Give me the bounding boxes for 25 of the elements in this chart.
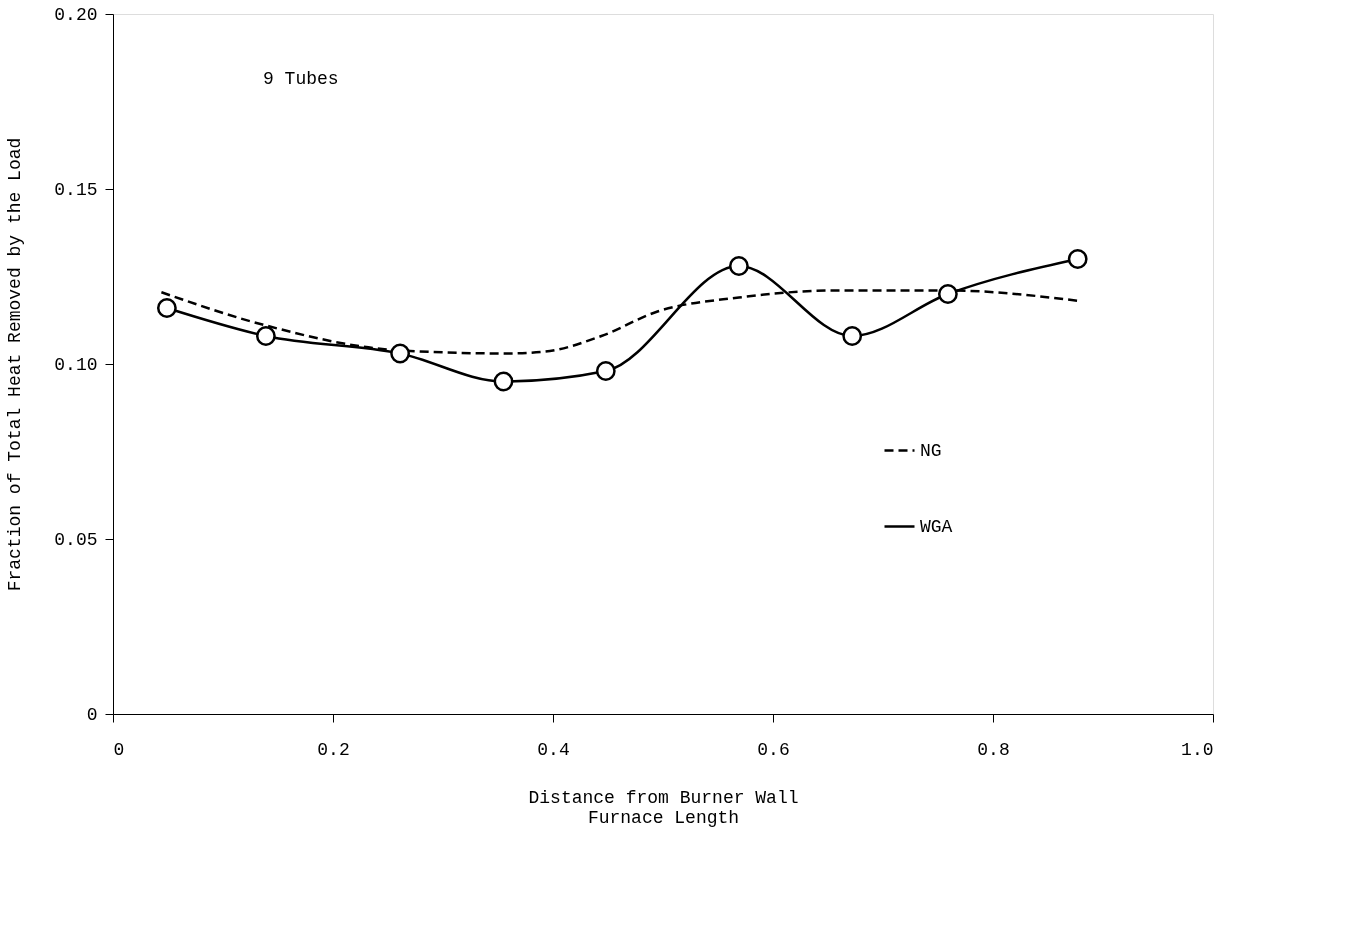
- x-tick-label: 1.0: [1181, 739, 1214, 760]
- y-tick-label: 0.05: [54, 529, 98, 550]
- y-tick-label: 0.20: [54, 4, 98, 25]
- x-tick-label: 0.2: [317, 739, 350, 760]
- point: [1067, 249, 1088, 269]
- y-tick-label: 0: [86, 704, 98, 725]
- point: [255, 326, 276, 346]
- point: [937, 284, 958, 304]
- point: [156, 298, 177, 318]
- legend-label: NG: [920, 440, 942, 461]
- x-tick-label: 0.8: [977, 739, 1010, 760]
- x-tick-label: 0.6: [757, 739, 790, 760]
- y-tick-label: 0.15: [54, 179, 98, 200]
- point: [728, 256, 749, 276]
- annotation: 9 Tubes: [263, 69, 339, 89]
- x-tick-label: 0: [113, 739, 125, 760]
- point: [842, 326, 863, 346]
- point: [390, 343, 411, 364]
- x-tick-label: 0.4: [537, 739, 570, 760]
- point: [595, 361, 616, 381]
- x-axis-title: Distance from Burner Wall Furnace Length: [528, 787, 799, 828]
- legend-label: WGA: [920, 516, 953, 537]
- point: [493, 371, 514, 392]
- y-axis-title: Fraction of Total Heat Removed by the Load: [5, 137, 26, 592]
- y-tick-label: 0.10: [54, 354, 98, 375]
